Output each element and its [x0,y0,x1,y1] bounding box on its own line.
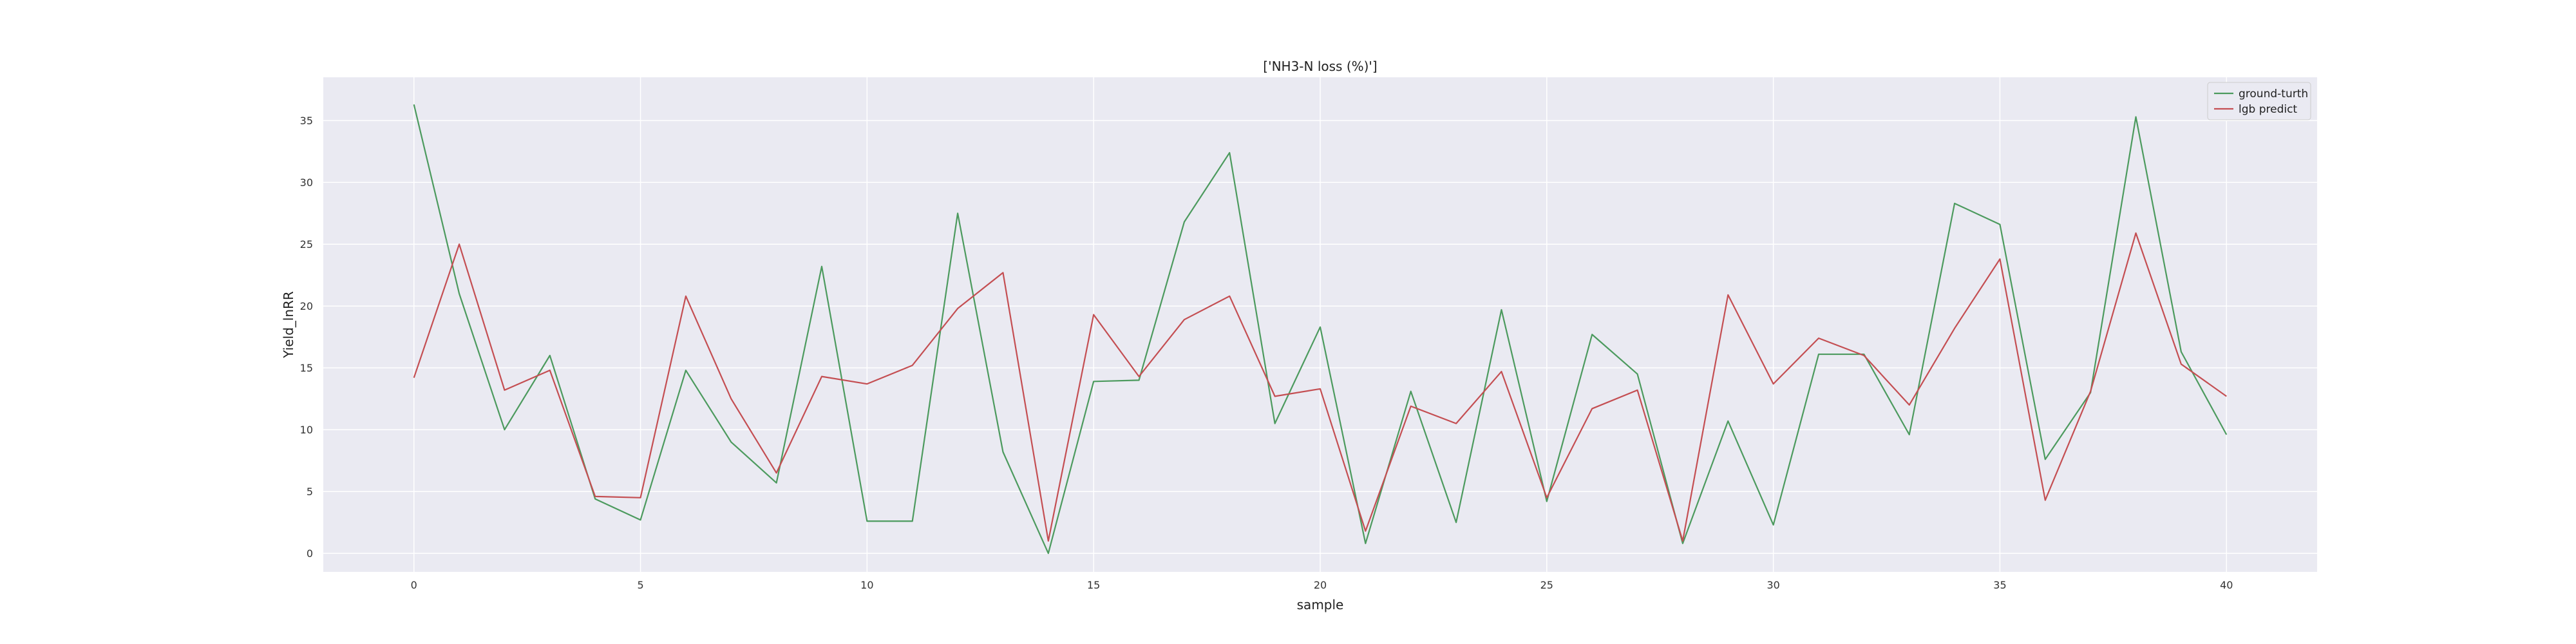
chart-title: ['NH3-N loss (%)'] [1263,59,1377,74]
x-axis-label: sample [1297,597,1344,612]
series-layer [413,104,2228,554]
x-tick-label: 35 [1993,579,2006,591]
x-tick-labels: 0 5 10 15 20 25 30 35 40 [411,579,2233,591]
y-tick-label: 25 [300,238,313,251]
y-tick-labels: 0 5 10 15 20 25 30 35 [300,115,313,560]
x-tick-label: 5 [637,579,643,591]
y-tick-label: 0 [307,547,313,560]
x-tick-label: 40 [2220,579,2233,591]
x-tick-label: 20 [1314,579,1327,591]
legend-box [2207,82,2311,120]
series-line-ground-turth [413,104,2228,554]
y-tick-label: 30 [300,176,313,189]
x-tick-label: 15 [1087,579,1100,591]
x-tick-label: 30 [1766,579,1779,591]
legend-label: ground-turth [2239,88,2308,100]
y-tick-label: 10 [300,424,313,436]
y-tick-label: 35 [300,115,313,127]
legend: ground-turth lgb predict [2207,82,2311,120]
legend-label: lgb predict [2239,103,2297,116]
y-tick-label: 15 [300,362,313,374]
y-axis-label: Yield_lnRR [281,291,296,359]
x-tick-label: 25 [1540,579,1553,591]
series-line-lgb-predict [413,232,2227,542]
y-tick-label: 20 [300,300,313,312]
x-tick-label: 0 [411,579,417,591]
y-tick-label: 5 [307,486,313,498]
grid-lines [323,77,2317,572]
x-tick-label: 10 [860,579,873,591]
